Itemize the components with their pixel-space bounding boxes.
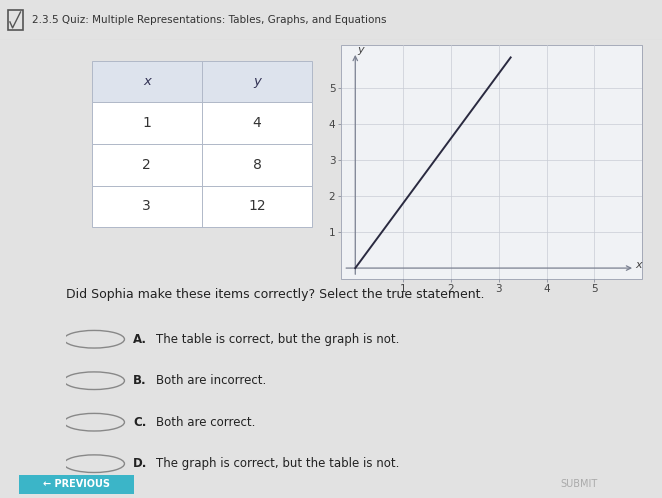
Text: 12: 12 bbox=[248, 200, 266, 214]
Text: Did Sophia make these items correctly? Select the true statement.: Did Sophia make these items correctly? S… bbox=[66, 287, 485, 301]
Bar bbox=[91, 186, 312, 227]
Text: 8: 8 bbox=[253, 158, 261, 172]
Text: D.: D. bbox=[133, 457, 148, 470]
Bar bbox=[91, 103, 312, 144]
Text: 1: 1 bbox=[142, 116, 151, 130]
Text: SUBMIT: SUBMIT bbox=[561, 479, 598, 490]
Text: 2.3.5 Quiz: Multiple Representations: Tables, Graphs, and Equations: 2.3.5 Quiz: Multiple Representations: Ta… bbox=[32, 15, 386, 25]
Bar bbox=[19, 475, 134, 494]
Text: The table is correct, but the graph is not.: The table is correct, but the graph is n… bbox=[156, 333, 400, 346]
Bar bbox=[8, 10, 23, 30]
Text: y: y bbox=[253, 75, 261, 88]
Text: x: x bbox=[143, 75, 151, 88]
Text: 2: 2 bbox=[142, 158, 151, 172]
Text: Both are correct.: Both are correct. bbox=[156, 416, 256, 429]
Text: A.: A. bbox=[133, 333, 147, 346]
Text: ← PREVIOUS: ← PREVIOUS bbox=[43, 479, 110, 490]
Bar bbox=[91, 61, 312, 103]
Text: y: y bbox=[357, 45, 364, 55]
Text: x: x bbox=[635, 260, 641, 270]
Text: 3: 3 bbox=[142, 200, 151, 214]
Text: B.: B. bbox=[133, 374, 147, 387]
Text: Both are incorrect.: Both are incorrect. bbox=[156, 374, 267, 387]
Text: C.: C. bbox=[133, 416, 146, 429]
Text: 4: 4 bbox=[253, 116, 261, 130]
Bar bbox=[91, 144, 312, 186]
Text: The graph is correct, but the table is not.: The graph is correct, but the table is n… bbox=[156, 457, 400, 470]
